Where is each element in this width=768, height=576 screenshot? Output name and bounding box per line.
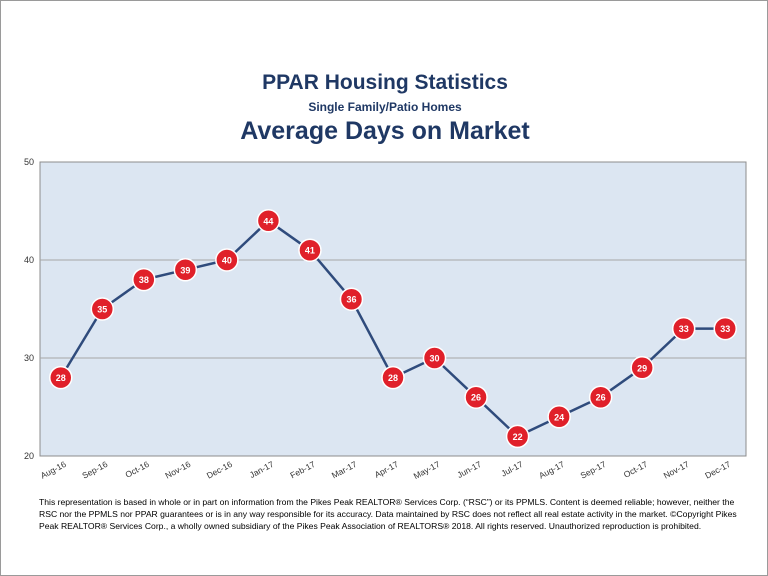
plot-area <box>39 161 747 457</box>
y-tick-label: 30 <box>24 353 34 363</box>
data-label: 38 <box>139 275 149 285</box>
data-label: 33 <box>720 324 730 334</box>
x-tick-label: Jun-17 <box>455 459 483 480</box>
data-point <box>339 287 364 311</box>
data-point <box>671 316 696 341</box>
data-point <box>173 258 198 282</box>
x-tick-label: Dec-17 <box>703 459 732 481</box>
data-point <box>547 405 571 429</box>
x-tick-label: Sep-17 <box>579 459 608 481</box>
data-point <box>132 267 156 292</box>
data-point <box>630 356 654 380</box>
x-tick-label: Nov-17 <box>662 459 691 481</box>
data-point <box>381 365 405 390</box>
x-tick-label: Jan-17 <box>248 459 276 480</box>
data-point <box>464 385 488 409</box>
x-tick-label: Aug-16 <box>39 459 68 481</box>
data-label: 30 <box>430 354 440 364</box>
x-tick-label: Apr-17 <box>373 459 400 480</box>
data-label: 40 <box>222 256 232 266</box>
y-tick-label: 40 <box>24 255 34 265</box>
data-point <box>505 424 530 449</box>
chart-title: Average Days on Market <box>240 117 530 145</box>
x-tick-label: Dec-16 <box>205 459 234 481</box>
data-label: 39 <box>180 265 190 275</box>
data-label: 33 <box>679 324 689 334</box>
data-point <box>713 316 737 341</box>
x-tick-label: Feb-17 <box>288 459 317 481</box>
x-tick-label: Aug-17 <box>537 459 566 481</box>
data-point <box>298 238 322 262</box>
page-subtitle: Single Family/Patio Homes <box>308 100 462 114</box>
x-tick-label: Sep-16 <box>80 459 109 481</box>
data-point <box>215 248 239 272</box>
line-chart: 20 30 40 50 Aug-16 Sep-16 Oct-16 Nov-16 Dec-16 Ja… <box>24 157 747 481</box>
data-label: 24 <box>554 412 564 422</box>
data-point <box>49 365 73 390</box>
x-tick-label: Jul-17 <box>499 459 524 479</box>
data-label: 29 <box>637 363 647 373</box>
x-tick-label: Oct-17 <box>622 459 649 480</box>
data-label: 41 <box>305 246 315 256</box>
data-label: 26 <box>471 393 481 403</box>
y-tick-label: 50 <box>24 157 34 167</box>
data-label: 44 <box>263 216 273 226</box>
page-title: PPAR Housing Statistics <box>262 71 508 94</box>
data-label: 26 <box>596 393 606 403</box>
y-tick-label: 20 <box>24 451 34 461</box>
x-tick-label: Oct-16 <box>124 459 151 480</box>
data-label: 36 <box>346 295 356 305</box>
data-point <box>588 385 613 409</box>
data-point <box>422 346 447 370</box>
x-tick-label: Mar-17 <box>330 459 359 481</box>
data-point <box>90 297 115 321</box>
x-tick-label: May-17 <box>412 459 442 481</box>
data-label: 28 <box>56 373 66 383</box>
disclaimer-text: This representation is based in whole or… <box>39 497 737 531</box>
data-label: 22 <box>513 432 523 442</box>
x-tick-label: Nov-16 <box>163 459 192 481</box>
data-label: 35 <box>97 305 107 315</box>
data-label: 28 <box>388 373 398 383</box>
data-point <box>256 209 281 233</box>
